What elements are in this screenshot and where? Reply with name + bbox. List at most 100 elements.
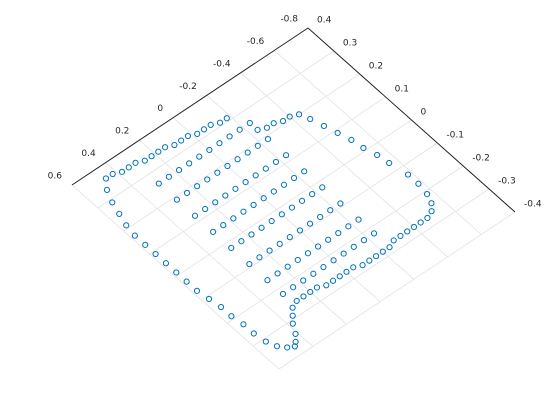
point (252, 172, 259, 179)
point (268, 217, 275, 225)
point (216, 140, 223, 147)
point (228, 313, 235, 320)
grid-line (123, 73, 360, 232)
point (282, 152, 290, 159)
point (191, 212, 199, 219)
point (223, 115, 230, 122)
point (262, 338, 269, 345)
point (274, 270, 281, 277)
point (359, 262, 366, 269)
point (334, 129, 341, 137)
point (314, 243, 322, 250)
point (216, 119, 224, 126)
point (320, 263, 327, 271)
grid-line (201, 142, 438, 301)
point (379, 248, 386, 255)
point (118, 168, 126, 175)
point (330, 257, 337, 264)
point (423, 190, 431, 198)
point (390, 237, 397, 244)
point (336, 273, 343, 280)
point (325, 236, 332, 243)
point (254, 126, 261, 133)
point (306, 220, 314, 227)
point (290, 174, 298, 182)
point (155, 148, 162, 155)
point (350, 243, 357, 250)
point (205, 295, 213, 303)
point (276, 240, 283, 247)
point (194, 183, 201, 190)
point (337, 200, 344, 207)
point (226, 133, 233, 140)
point (248, 231, 255, 238)
point (372, 253, 380, 260)
point (240, 208, 247, 215)
grid-line (97, 50, 335, 209)
point (202, 205, 209, 213)
point (298, 197, 306, 204)
point (183, 278, 190, 285)
point (386, 244, 393, 251)
point (132, 159, 139, 166)
point (165, 173, 173, 180)
x-tick-label: 0 (157, 104, 163, 114)
point (292, 330, 299, 337)
point (250, 201, 257, 209)
point (272, 158, 280, 166)
point (212, 199, 219, 206)
point (178, 137, 185, 144)
point (260, 195, 267, 202)
point (286, 113, 293, 120)
point (206, 146, 213, 154)
point (301, 168, 308, 175)
point (161, 144, 169, 151)
point (313, 284, 321, 291)
point (278, 211, 285, 218)
point (323, 282, 330, 289)
grid-line (252, 188, 490, 347)
y-tick-label: 0.3 (343, 39, 357, 49)
point (293, 297, 300, 305)
y-tick-label: -0.1 (446, 131, 464, 141)
point (410, 223, 418, 231)
point (273, 343, 281, 350)
point (194, 130, 201, 137)
x-tick-label: 0.2 (115, 127, 129, 137)
point (309, 191, 316, 198)
y-tick-label: -0.2 (472, 154, 490, 164)
point (254, 142, 261, 149)
point (200, 126, 208, 133)
point (131, 232, 138, 239)
point (109, 199, 116, 206)
point (350, 264, 357, 271)
point (264, 277, 271, 284)
point (262, 165, 269, 172)
point (397, 232, 404, 240)
point (348, 136, 355, 143)
point (289, 304, 296, 311)
point (360, 144, 367, 152)
point (142, 241, 149, 248)
x-tick-label: -0.6 (247, 37, 265, 47)
point (246, 119, 253, 127)
point (186, 160, 193, 167)
point (244, 149, 251, 156)
point (294, 256, 301, 264)
grid-line (227, 165, 464, 324)
point (210, 228, 217, 235)
point (196, 153, 203, 160)
point (291, 343, 298, 350)
point (230, 215, 237, 222)
point (175, 167, 183, 174)
point (295, 111, 303, 118)
point (171, 141, 178, 149)
point (258, 224, 265, 231)
point (155, 180, 162, 187)
point (103, 186, 111, 193)
point (141, 157, 148, 164)
point (152, 250, 159, 258)
point (193, 287, 201, 294)
grid-line (175, 119, 412, 278)
point (417, 219, 424, 226)
